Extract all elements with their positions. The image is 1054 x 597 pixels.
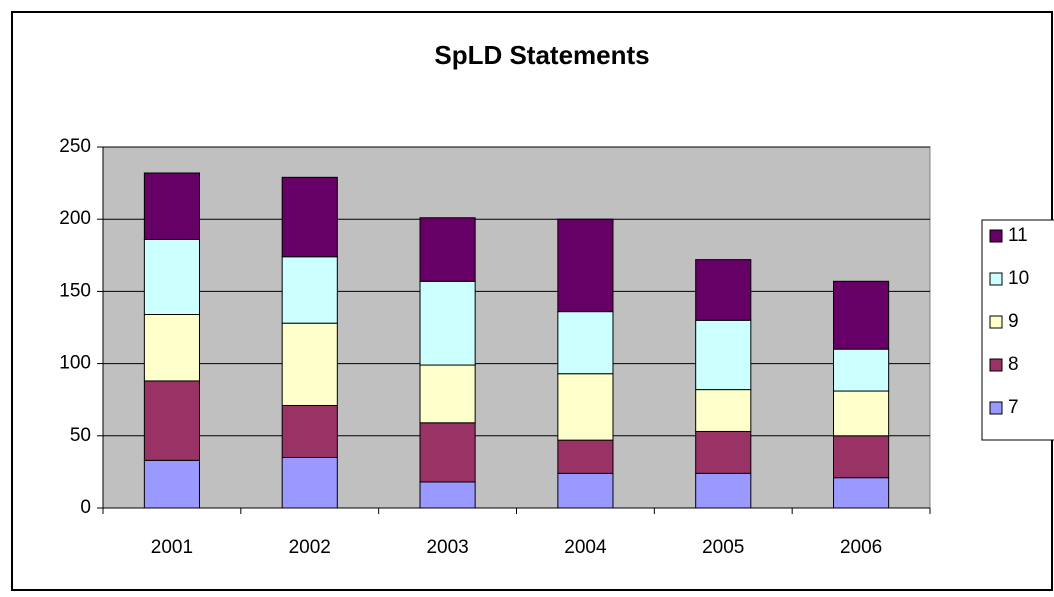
legend-label: 11 [1008, 225, 1028, 246]
x-tick-label: 2002 [289, 537, 331, 558]
legend-label: 9 [1008, 311, 1019, 332]
y-tick-label: 0 [80, 497, 91, 518]
bar-segment [557, 311, 614, 375]
legend-swatch [989, 229, 1003, 243]
legend-swatch [989, 358, 1003, 372]
bar-segment [419, 481, 476, 509]
x-tick-label: 2001 [151, 537, 193, 558]
x-tick-label: 2005 [702, 537, 744, 558]
legend-label: 8 [1008, 354, 1019, 375]
bar-segment [695, 430, 752, 474]
legend-label: 7 [1008, 397, 1019, 418]
plot-area [102, 146, 931, 509]
chart-title: SpLD Statements [434, 40, 649, 70]
legend-swatch [989, 401, 1003, 415]
y-tick-label: 200 [59, 208, 91, 229]
x-tick-label: 2003 [426, 537, 468, 558]
bar-segment [419, 280, 476, 366]
bar-segment [419, 422, 476, 483]
bar-segment [143, 172, 200, 240]
y-tick-label: 150 [59, 280, 91, 301]
bar-segment [833, 280, 890, 350]
bar-segment [833, 348, 890, 392]
x-tick-label: 2004 [564, 537, 607, 558]
bar-segment [695, 472, 752, 509]
bar-segment [143, 314, 200, 382]
legend-label: 10 [1008, 268, 1029, 289]
bar-segment [695, 389, 752, 432]
bar-segment [695, 259, 752, 321]
legend-swatch [989, 315, 1003, 329]
bar-segment [557, 439, 614, 474]
bar-segment [281, 404, 338, 458]
bar-segment [281, 456, 338, 509]
x-tick-label: 2006 [840, 537, 882, 558]
bar-segment [143, 238, 200, 316]
bar-segment [833, 390, 890, 437]
y-tick-label: 100 [59, 353, 91, 374]
bar-segment [143, 380, 200, 461]
bar-segment [557, 373, 614, 441]
bar-segment [419, 364, 476, 424]
bar-segment [143, 459, 200, 509]
bar-segment [557, 472, 614, 509]
bar-segment [557, 218, 614, 313]
bar-segment [281, 322, 338, 406]
bar-segment [419, 217, 476, 282]
bar-segment [281, 176, 338, 258]
bar-segment [281, 256, 338, 324]
bar-segment [833, 477, 890, 509]
bar-segment [695, 319, 752, 391]
y-tick-label: 250 [59, 136, 91, 157]
legend-swatch [989, 272, 1003, 286]
bar-segment [833, 435, 890, 479]
y-tick-label: 50 [70, 425, 91, 446]
